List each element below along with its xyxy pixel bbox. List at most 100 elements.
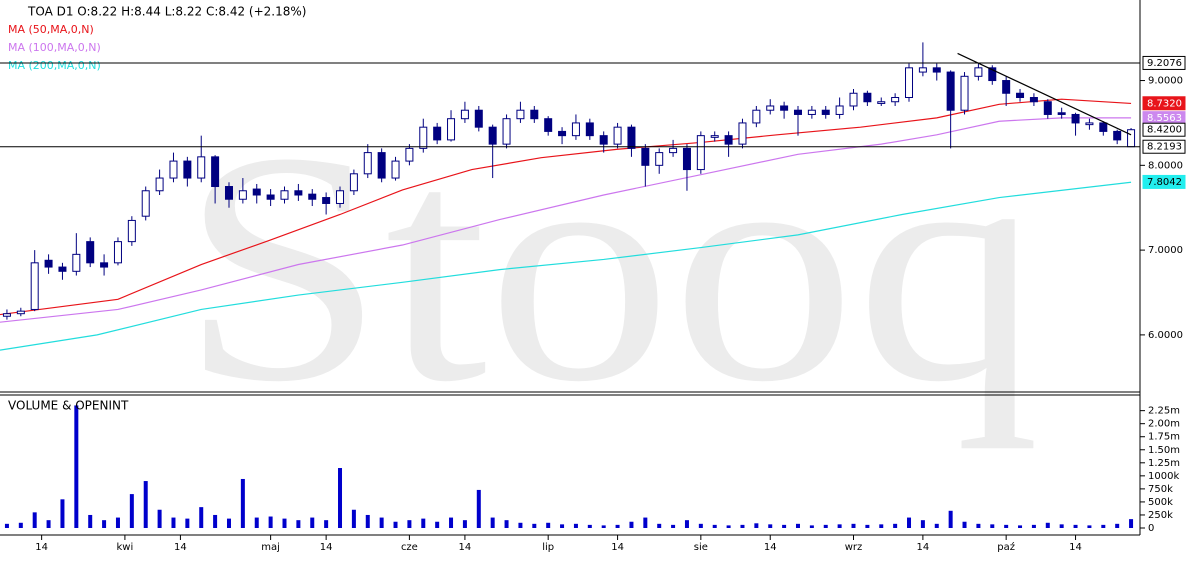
volume-bar (1059, 524, 1064, 528)
volume-bar (601, 525, 606, 528)
x-tick-label: 14 (1069, 542, 1082, 553)
price-label-box (1142, 122, 1186, 137)
candle-body (238, 190, 247, 200)
volume-bar (4, 523, 9, 528)
price-label-box (1142, 96, 1186, 111)
candle-body (58, 266, 67, 272)
y-tick-label: 1000k (1148, 471, 1179, 482)
candle-body (571, 122, 580, 137)
volume-bar (60, 499, 65, 528)
y-tick-label: 2.00m (1148, 419, 1180, 430)
x-tick-label: 14 (611, 542, 624, 553)
candle-body (419, 126, 428, 149)
volume-bar (615, 524, 620, 528)
candle-body (641, 147, 650, 166)
volume-bar (879, 524, 884, 528)
trend-line (957, 52, 1132, 136)
volume-bar (504, 520, 509, 528)
candle-body (72, 253, 81, 272)
volume-bar (351, 509, 356, 528)
candle-body (710, 135, 719, 138)
candle-body (835, 105, 844, 115)
candle-body (280, 190, 289, 200)
price-label: 7.8042 (1147, 177, 1182, 188)
volume-bar (88, 514, 93, 528)
candle-body (752, 109, 761, 124)
volume-bar (643, 517, 648, 528)
volume-bar (1115, 523, 1120, 528)
volume-bar (726, 525, 731, 528)
candle-body (877, 101, 886, 104)
volume-bar (254, 517, 259, 528)
x-tick-label: lip (542, 542, 554, 553)
volume-bar (823, 524, 828, 528)
candle-body (932, 67, 941, 73)
candle-body (294, 190, 303, 196)
volume-bar (1087, 525, 1092, 528)
x-tick-label: kwi (117, 542, 134, 553)
candle-body (1099, 122, 1108, 132)
volume-bar (421, 518, 426, 528)
candle-body (585, 122, 594, 137)
volume-bar (782, 524, 787, 528)
volume-bar (143, 481, 148, 528)
volume-bar (851, 523, 856, 528)
volume-bar (1129, 519, 1134, 528)
volume-bar (226, 518, 231, 528)
candle-body (780, 105, 789, 111)
candle-body (266, 194, 275, 200)
y-tick-label: 1.50m (1148, 445, 1180, 456)
volume-bar (1101, 524, 1106, 528)
volume-bar (407, 520, 412, 528)
candle-body (155, 177, 164, 192)
y-tick-label: 2.25m (1148, 406, 1180, 417)
volume-bar (1031, 524, 1036, 528)
price-label: 8.2193 (1147, 142, 1182, 153)
volume-bar (338, 468, 343, 528)
candle-body (599, 135, 608, 145)
candle-body (224, 186, 233, 200)
y-tick-label: 9.0000 (1148, 76, 1183, 87)
candle-body (682, 147, 691, 171)
volume-bar (754, 523, 759, 528)
volume-bar (657, 523, 662, 528)
candle-body (849, 92, 858, 107)
y-tick-label: 500k (1148, 497, 1173, 508)
candle-body (613, 126, 622, 145)
candle-body (627, 126, 636, 149)
y-tick-label: 750k (1148, 484, 1173, 495)
candle-body (113, 241, 122, 264)
legend-entry: MA (50,MA,0,N) (8, 23, 94, 36)
volume-bar (115, 517, 120, 528)
candle-body (696, 135, 705, 171)
volume-bar (296, 520, 301, 528)
price-label-box (1142, 174, 1186, 189)
x-tick-label: 14 (764, 542, 777, 553)
y-tick-label: 250k (1148, 510, 1173, 521)
volume-bar (990, 524, 995, 528)
y-tick-label: 0 (1148, 523, 1154, 534)
watermark: Stooq (180, 85, 1040, 450)
y-tick-label: 1.75m (1148, 432, 1180, 443)
volume-bar (795, 523, 800, 528)
candle-body (433, 126, 442, 141)
volume-bar (573, 523, 578, 528)
y-tick-label: 8.0000 (1148, 160, 1183, 171)
candle-body (1085, 122, 1094, 126)
volume-bar (282, 518, 287, 528)
volume-bar (629, 521, 634, 528)
candle-body (891, 97, 900, 103)
volume-bar (962, 521, 967, 528)
candle-body (169, 160, 178, 179)
volume-bar (837, 524, 842, 528)
candle-body (530, 109, 539, 120)
candle-body (2, 313, 11, 317)
candle-body (1127, 129, 1136, 148)
candle-body (974, 67, 983, 77)
volume-bar (393, 521, 398, 528)
volume-bar (310, 517, 315, 528)
volume-bar (546, 522, 551, 528)
candle-body (349, 173, 358, 192)
candle-body (807, 109, 816, 115)
